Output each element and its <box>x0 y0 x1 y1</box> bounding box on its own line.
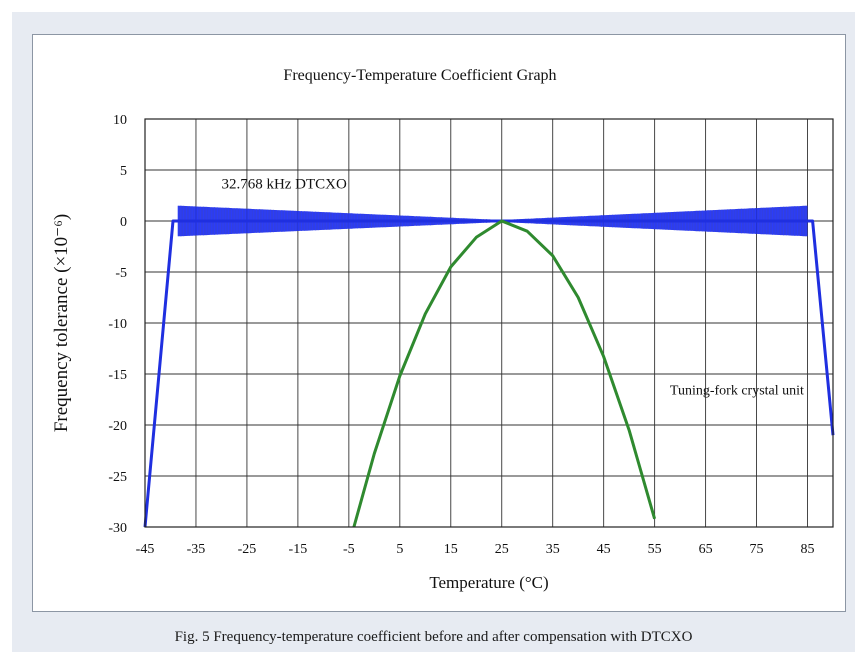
tick-labels: -45 -35 -25 -15 -5 5 15 25 35 45 55 65 75 85 10 5 0 -5 -10… <box>108 113 814 557</box>
x-tick-label: 45 <box>597 542 611 557</box>
x-tick-label: 15 <box>444 542 458 557</box>
x-tick-label: -25 <box>238 542 257 557</box>
x-tick-label: 75 <box>750 542 764 557</box>
x-tick-label: 65 <box>699 542 713 557</box>
y-tick-label: -30 <box>108 521 127 536</box>
tuning-fork-series-line <box>352 219 657 528</box>
x-tick-label: 55 <box>648 542 662 557</box>
x-tick-label: 85 <box>801 542 815 557</box>
figure-caption: Fig. 5 Frequency-temperature coefficient… <box>174 629 693 645</box>
y-tick-label: 5 <box>120 164 127 179</box>
y-tick-label: -20 <box>108 419 127 434</box>
x-axis-label: Temperature (°C) <box>429 573 548 592</box>
x-tick-label: 35 <box>546 542 560 557</box>
chart-title: Frequency-Temperature Coefficient Graph <box>283 67 556 84</box>
y-tick-label: 10 <box>113 113 127 128</box>
x-tick-label: -5 <box>343 542 355 557</box>
series-label-tuning-fork: Tuning-fork crystal unit <box>670 383 804 398</box>
series-label-dtcxo: 32.768 kHz DTCXO <box>221 176 347 192</box>
y-tick-label: -25 <box>108 470 127 485</box>
y-axis-label: Frequency tolerance (×10⁻⁶) <box>51 214 72 432</box>
y-tick-label: -5 <box>115 266 127 281</box>
plot-frame <box>144 118 834 528</box>
x-tick-label: -45 <box>136 542 155 557</box>
y-tick-label: -10 <box>108 317 127 332</box>
x-tick-label: 25 <box>495 542 509 557</box>
x-tick-label: -15 <box>289 542 308 557</box>
chart-panel: Frequency-Temperature Coefficient Graph … <box>32 34 846 612</box>
series-layer <box>143 205 835 528</box>
figure: Frequency-Temperature Coefficient Graph … <box>12 12 855 652</box>
chart-svg: Frequency-Temperature Coefficient Graph … <box>51 67 835 592</box>
x-tick-label: -35 <box>187 542 206 557</box>
x-tick-label: 5 <box>396 542 403 557</box>
y-tick-label: 0 <box>120 215 127 230</box>
y-tick-label: -15 <box>108 368 127 383</box>
